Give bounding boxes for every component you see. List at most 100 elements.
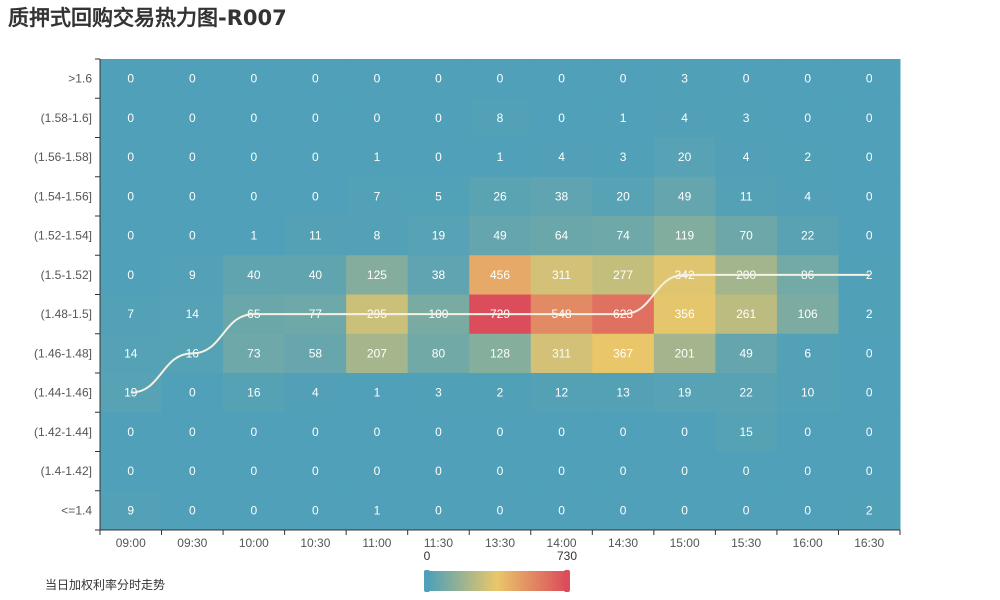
- heatmap-cell[interactable]: [469, 176, 532, 217]
- heatmap-cell[interactable]: [776, 490, 839, 531]
- heatmap-cell[interactable]: [346, 176, 409, 217]
- heatmap-cell[interactable]: [100, 176, 163, 217]
- heatmap-cell[interactable]: [284, 412, 347, 452]
- heatmap-cell[interactable]: [592, 333, 655, 374]
- heatmap-cell[interactable]: [407, 176, 470, 217]
- heatmap-cell[interactable]: [530, 59, 593, 99]
- heatmap-cell[interactable]: [346, 451, 409, 492]
- heatmap-cell[interactable]: [592, 255, 655, 295]
- heatmap-cell[interactable]: [715, 59, 778, 99]
- heatmap-cell[interactable]: [653, 490, 716, 531]
- heatmap-cell[interactable]: [223, 412, 286, 452]
- heatmap-cell[interactable]: [776, 59, 839, 99]
- heatmap-cell[interactable]: [100, 59, 163, 99]
- heatmap-cell[interactable]: [223, 137, 286, 178]
- heatmap-cell[interactable]: [530, 412, 593, 452]
- heatmap-cell[interactable]: [161, 294, 224, 335]
- heatmap-cell[interactable]: [100, 490, 163, 531]
- heatmap-cell[interactable]: [284, 98, 347, 138]
- heatmap-cell[interactable]: [653, 451, 716, 492]
- heatmap-cell[interactable]: [161, 176, 224, 217]
- heatmap-cell[interactable]: [715, 137, 778, 178]
- heatmap-cell[interactable]: [592, 216, 655, 256]
- heatmap-cell[interactable]: [407, 137, 470, 178]
- heatmap-cell[interactable]: [653, 333, 716, 374]
- heatmap-cell[interactable]: [100, 98, 163, 138]
- heatmap-cell[interactable]: [530, 451, 593, 492]
- heatmap-cell[interactable]: [161, 59, 224, 99]
- heatmap-cell[interactable]: [407, 59, 470, 99]
- heatmap-cell[interactable]: [653, 59, 716, 99]
- heatmap-cell[interactable]: [100, 412, 163, 452]
- legend-entry-label[interactable]: 当日加权利率分时走势: [45, 577, 165, 592]
- heatmap-cell[interactable]: [653, 98, 716, 138]
- heatmap-cell[interactable]: [100, 294, 163, 335]
- heatmap-cell[interactable]: [715, 490, 778, 531]
- heatmap-cell[interactable]: [592, 59, 655, 99]
- heatmap-cell[interactable]: [776, 137, 839, 178]
- heatmap-cell[interactable]: [469, 216, 532, 256]
- heatmap-cell[interactable]: [407, 216, 470, 256]
- heatmap-cell[interactable]: [223, 216, 286, 256]
- heatmap-cell[interactable]: [469, 59, 532, 99]
- heatmap-cell[interactable]: [592, 98, 655, 138]
- heatmap-cell[interactable]: [776, 98, 839, 138]
- heatmap-cell[interactable]: [715, 373, 778, 413]
- heatmap-cell[interactable]: [284, 137, 347, 178]
- heatmap-cell[interactable]: [161, 216, 224, 256]
- heatmap-cell[interactable]: [469, 333, 532, 374]
- heatmap-cell[interactable]: [715, 333, 778, 374]
- visual-map-min-handle[interactable]: [424, 570, 430, 592]
- heatmap-cell[interactable]: [838, 98, 901, 138]
- heatmap-cell[interactable]: [223, 98, 286, 138]
- heatmap-cell[interactable]: [223, 176, 286, 217]
- heatmap-cell[interactable]: [838, 137, 901, 178]
- heatmap-cell[interactable]: [346, 255, 409, 295]
- heatmap-cell[interactable]: [838, 373, 901, 413]
- heatmap-cell[interactable]: [715, 294, 778, 335]
- heatmap-cell[interactable]: [346, 412, 409, 452]
- heatmap-cell[interactable]: [284, 255, 347, 295]
- heatmap-cell[interactable]: [284, 490, 347, 531]
- heatmap-cell[interactable]: [223, 451, 286, 492]
- heatmap-cell[interactable]: [346, 98, 409, 138]
- heatmap-cell[interactable]: [530, 98, 593, 138]
- heatmap-cell[interactable]: [776, 216, 839, 256]
- rate-line-series[interactable]: [130, 273, 870, 394]
- heatmap-cell[interactable]: [346, 59, 409, 99]
- heatmap-cell[interactable]: [715, 451, 778, 492]
- heatmap-cell[interactable]: [161, 373, 224, 413]
- heatmap-cell[interactable]: [838, 216, 901, 256]
- heatmap-cell[interactable]: [161, 98, 224, 138]
- heatmap-cell[interactable]: [592, 373, 655, 413]
- heatmap-cell[interactable]: [653, 176, 716, 217]
- heatmap-cell[interactable]: [530, 216, 593, 256]
- heatmap-cell[interactable]: [346, 333, 409, 374]
- heatmap-cell[interactable]: [653, 294, 716, 335]
- heatmap-cell[interactable]: [100, 333, 163, 374]
- heatmap-cell[interactable]: [653, 216, 716, 256]
- heatmap-cell[interactable]: [223, 255, 286, 295]
- heatmap-cell[interactable]: [469, 451, 532, 492]
- heatmap-cell[interactable]: [592, 451, 655, 492]
- heatmap-cell[interactable]: [592, 176, 655, 217]
- heatmap-cell[interactable]: [100, 137, 163, 178]
- heatmap-cell[interactable]: [284, 59, 347, 99]
- heatmap-cell[interactable]: [223, 490, 286, 531]
- heatmap-cell[interactable]: [592, 490, 655, 531]
- heatmap-cell[interactable]: [284, 216, 347, 256]
- heatmap-cell[interactable]: [838, 294, 901, 335]
- heatmap-cell[interactable]: [407, 98, 470, 138]
- heatmap-cell[interactable]: [223, 59, 286, 99]
- heatmap-cell[interactable]: [530, 490, 593, 531]
- heatmap-cell[interactable]: [838, 59, 901, 99]
- heatmap-cell[interactable]: [838, 333, 901, 374]
- heatmap-cell[interactable]: [161, 412, 224, 452]
- heatmap-cell[interactable]: [161, 255, 224, 295]
- heatmap-cell[interactable]: [469, 412, 532, 452]
- heatmap-cell[interactable]: [715, 176, 778, 217]
- heatmap-cell[interactable]: [161, 451, 224, 492]
- heatmap-cell[interactable]: [469, 373, 532, 413]
- heatmap-cell[interactable]: [592, 412, 655, 452]
- heatmap-cell[interactable]: [530, 137, 593, 178]
